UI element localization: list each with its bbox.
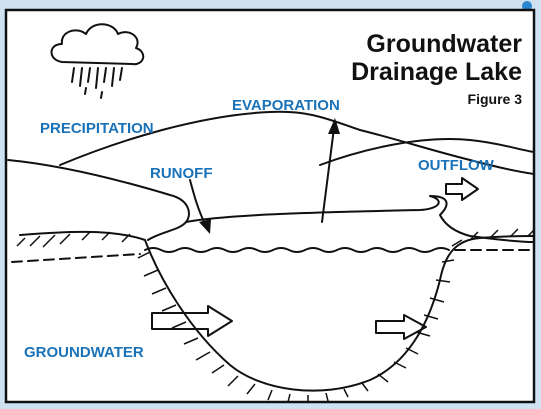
groundwater-label: GROUNDWATER bbox=[24, 344, 144, 361]
evaporation-label: EVAPORATION bbox=[232, 97, 340, 114]
precipitation-label: PRECIPITATION bbox=[40, 120, 154, 137]
figure-number: Figure 3 bbox=[468, 91, 523, 107]
title-line: Groundwater bbox=[366, 30, 522, 58]
page: {"title": {"lines": ["Groundwater", "Dra… bbox=[0, 0, 541, 409]
title-line: Drainage Lake bbox=[351, 58, 522, 86]
outflow-label: OUTFLOW bbox=[418, 157, 495, 174]
diagram: Groundwater Drainage Lake Figure 3 PRECI… bbox=[0, 0, 541, 409]
runoff-label: RUNOFF bbox=[150, 165, 213, 182]
